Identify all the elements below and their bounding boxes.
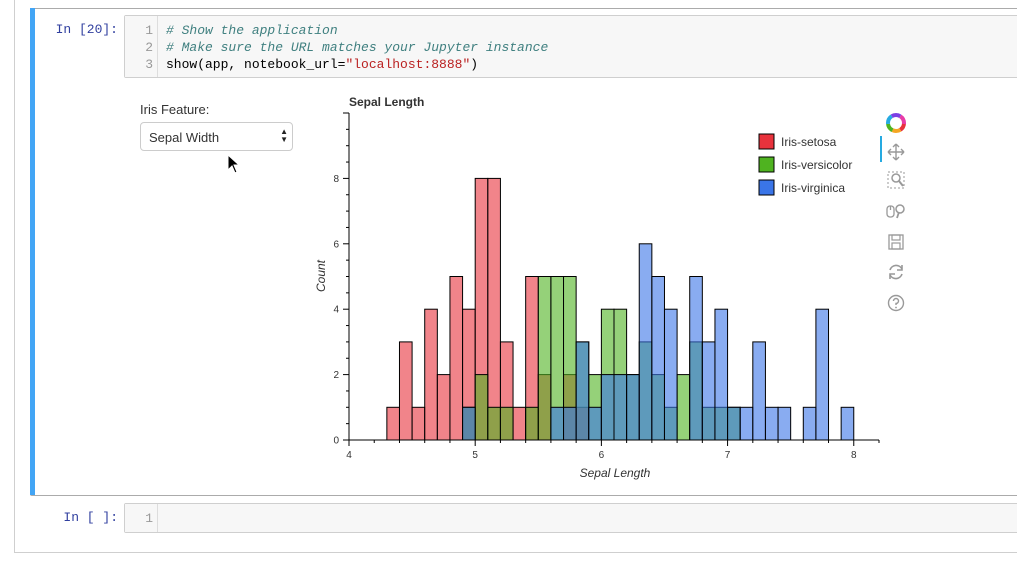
histogram-bar-iris-virginica [613,374,628,441]
y-tick-label: 4 [333,305,339,316]
histogram-bar-iris-setosa [436,374,451,441]
save-icon[interactable] [886,232,906,252]
histogram-bar-iris-virginica [600,374,615,441]
histogram-bar-iris-virginica [815,308,830,441]
x-tick-label: 8 [851,450,857,461]
pan-icon[interactable] [886,142,906,162]
chart-title: Sepal Length [349,95,424,109]
mouse-cursor-icon [227,154,241,174]
select-arrows-icon: ▲ ▼ [280,127,288,144]
histogram-plot[interactable]: Sepal Length Sepal Length Count 4 5 6 7 8024… [310,88,885,488]
legend-label: Iris-versicolor [781,158,852,172]
histogram-bar-iris-virginica [550,406,565,441]
code-comment: # Make sure the URL matches your Jupyter… [166,40,549,55]
iris-feature-label: Iris Feature: [140,102,210,117]
cell-prompt: In [20]: [55,22,118,37]
reset-icon[interactable] [886,262,906,282]
cell-prompt: In [ ]: [63,510,118,525]
x-axis-label: Sepal Length [580,466,651,480]
line-number-gutter [125,16,158,77]
histogram-bar-iris-virginica [739,406,754,441]
x-tick-label: 5 [472,450,478,461]
box-zoom-icon[interactable] [886,170,906,190]
line-number: 2 [145,40,153,55]
legend[interactable]: Iris-setosa Iris-versicolor Iris-virginica [758,133,852,196]
iris-feature-select[interactable]: Sepal Width ▲ ▼ [140,122,293,151]
y-tick-label: 2 [333,370,339,381]
histogram-bar-iris-setosa [487,177,501,441]
active-tool-indicator [880,136,882,162]
legend-swatch [758,179,775,196]
line-number-gutter [125,504,158,532]
legend-label: Iris-setosa [781,135,837,149]
code-line: show(app, notebook_url="localhost:8888") [166,56,478,73]
histogram-bar-iris-virginica [663,308,678,441]
histogram-bar-iris-virginica [764,406,779,441]
histogram-bar-iris-virginica [626,374,640,441]
line-number: 3 [145,57,153,72]
histogram-bar-iris-virginica [802,406,817,441]
code-comment: # Show the application [166,23,338,38]
histogram-bar-iris-virginica [462,406,476,441]
wheel-zoom-icon[interactable] [886,201,906,221]
histogram-bar-iris-versicolor [676,374,691,441]
histogram-bar-iris-virginica [638,243,653,441]
histogram-bar-iris-virginica [840,406,855,441]
histogram-bar-iris-versicolor [525,406,539,441]
legend-swatch [758,156,775,173]
histogram-bar-iris-virginica [563,406,577,441]
histogram-bar-iris-versicolor [487,406,501,441]
code-string: "localhost:8888" [345,57,471,72]
histogram-bar-iris-virginica [752,341,766,441]
y-axis-label: Count [314,259,328,292]
bokeh-logo-icon[interactable] [886,113,906,133]
cell-selection-bar [30,8,35,495]
histogram-bar-iris-versicolor [474,374,489,441]
histogram-bar-iris-setosa [449,276,464,441]
legend-swatch [758,133,775,150]
histogram-bar-iris-virginica [575,341,590,441]
y-tick-label: 6 [333,239,339,250]
histogram-bar-iris-setosa [386,406,400,441]
line-number: 1 [145,511,153,526]
histogram-bar-iris-virginica [727,406,741,441]
y-tick-label: 8 [333,174,339,185]
line-number: 1 [145,23,153,38]
histogram-bar-iris-virginica [701,341,716,441]
bars-layer [386,177,855,441]
histogram-bar-iris-versicolor [537,276,552,441]
histogram-bar-iris-virginica [777,406,792,441]
histogram-bar-iris-virginica [714,308,729,441]
histogram-bar-iris-setosa [411,406,426,441]
help-icon[interactable] [886,293,906,313]
notebook-container [14,0,1017,553]
code-text: show(app, notebook_url= [166,57,346,72]
axes-layer: 4 5 6 7 8 0 2 4 6 8 [333,112,880,461]
y-tick-label: 0 [333,436,339,447]
select-value: Sepal Width [149,130,220,145]
histogram-bar-iris-setosa [398,341,413,441]
x-tick-label: 7 [725,450,731,461]
code-editor[interactable]: 1 2 3 # Show the application # Make sure… [124,15,1017,78]
histogram-bar-iris-setosa [424,308,438,441]
code-editor[interactable]: 1 [124,503,1017,533]
histogram-bar-iris-versicolor [499,406,514,441]
histogram-bar-iris-setosa [512,406,527,441]
histogram-bar-iris-virginica [588,406,602,441]
legend-label: Iris-virginica [781,181,845,195]
histogram-bar-iris-virginica [689,276,703,441]
code-text: ) [470,57,479,72]
x-tick-label: 6 [599,450,605,461]
x-tick-label: 4 [346,450,352,461]
histogram-bar-iris-virginica [651,276,665,441]
